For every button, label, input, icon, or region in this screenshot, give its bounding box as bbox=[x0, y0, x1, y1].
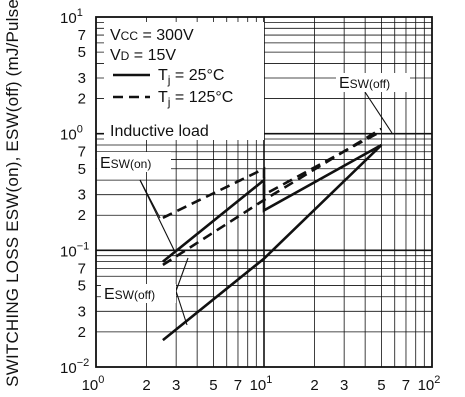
y-tick-label: 3 bbox=[78, 70, 86, 87]
conditions-box bbox=[104, 22, 264, 140]
plot-frame bbox=[95, 16, 433, 368]
y-tick-label: 3 bbox=[78, 303, 86, 320]
y-tick-label: 2 bbox=[78, 324, 86, 341]
eswoff-label-left: ESW(off) bbox=[104, 286, 155, 303]
x-tick-label: 7 bbox=[402, 377, 410, 394]
series-line-eswon-solid bbox=[162, 143, 383, 263]
x-tick-label: 2 bbox=[142, 377, 150, 394]
y-tick-label: 3 bbox=[78, 187, 86, 204]
condition-vcc: VCC = 300V bbox=[110, 27, 194, 44]
eswon-label: ESW(on) bbox=[100, 155, 151, 172]
condition-load: Inductive load bbox=[110, 123, 209, 140]
series-lines bbox=[162, 127, 383, 342]
eswoff-left-box bbox=[101, 284, 176, 303]
annotation-leader-line bbox=[175, 290, 188, 326]
y-tick-label: 7 bbox=[78, 260, 86, 277]
annotation-leader-line bbox=[364, 91, 393, 134]
annotations: VCC = 300V VD = 15V Inductive load Tj = 25°… bbox=[97, 22, 410, 303]
series-line-eswoff-dashed bbox=[162, 127, 383, 266]
x-tick-label: 102 bbox=[418, 374, 441, 394]
x-tick-label: 101 bbox=[250, 374, 273, 394]
y-tick-label: 7 bbox=[78, 27, 86, 44]
y-tick-label: 10−2 bbox=[60, 357, 89, 377]
legend-label: Tj = 125°C bbox=[158, 89, 233, 109]
y-tick-label: 7 bbox=[78, 144, 86, 161]
y-tick-label: 101 bbox=[60, 7, 83, 27]
annotation-leader-line bbox=[175, 257, 189, 292]
condition-vd: VD = 15V bbox=[110, 47, 176, 64]
y-tick-label: 5 bbox=[78, 44, 86, 61]
y-tick-label: 5 bbox=[78, 161, 86, 178]
series-line-eswoff-solid bbox=[162, 144, 383, 342]
x-tick-label: 7 bbox=[234, 377, 242, 394]
x-tick-label: 5 bbox=[209, 377, 217, 394]
x-tick-label: 2 bbox=[310, 377, 318, 394]
annotation-leader-line bbox=[139, 179, 175, 251]
y-tick-label: 100 bbox=[60, 124, 83, 144]
x-tick-label: 3 bbox=[172, 377, 180, 394]
eswoff-label-right: ESW(off) bbox=[339, 75, 390, 92]
y-tick-label: 10−1 bbox=[60, 240, 89, 260]
x-tick-label: 5 bbox=[377, 377, 385, 394]
x-tick-label: 3 bbox=[340, 377, 348, 394]
y-tick-label: 2 bbox=[78, 207, 86, 224]
x-tick-label: 100 bbox=[82, 374, 105, 394]
eswon-label-box bbox=[97, 152, 171, 172]
y-tick-label: 2 bbox=[78, 91, 86, 108]
annotation-leaders bbox=[139, 91, 393, 326]
y-tick-label: 5 bbox=[78, 277, 86, 294]
series-line-eswon-dashed bbox=[162, 130, 383, 219]
eswoff-right-box bbox=[336, 73, 410, 92]
legend-label: Tj = 25°C bbox=[158, 67, 224, 87]
